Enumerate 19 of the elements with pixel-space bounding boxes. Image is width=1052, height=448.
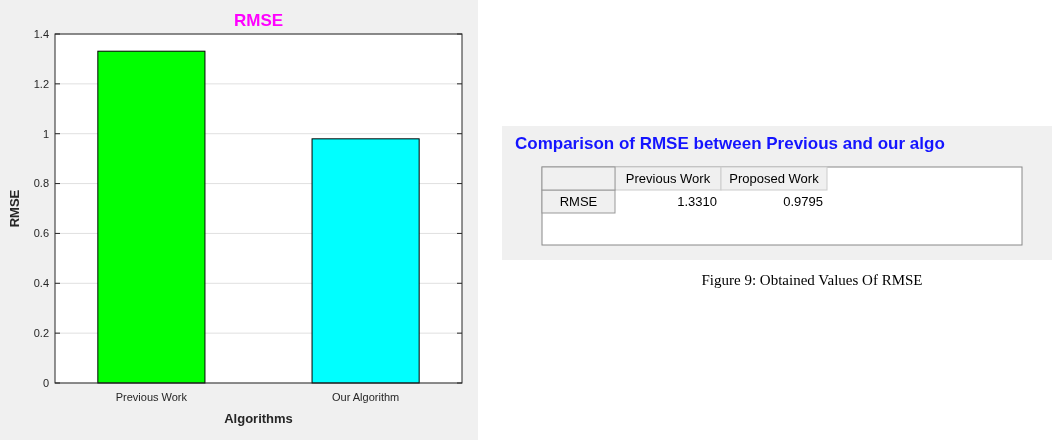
y-tick-label: 0.6 bbox=[33, 227, 49, 240]
y-tick-label: 1.2 bbox=[33, 77, 49, 90]
x-tick-label: Our Algorithm bbox=[331, 391, 400, 403]
text: Comparison of RMSE between Previous and our algo bbox=[515, 134, 945, 153]
category-label: Previous Work bbox=[625, 171, 711, 186]
category-label: RMSE bbox=[559, 194, 598, 209]
text: 0.9795 bbox=[783, 194, 823, 209]
chart-title: RMSE bbox=[233, 11, 284, 30]
y-tick-label: 0 bbox=[42, 376, 49, 389]
y-tick-label: 0.4 bbox=[33, 277, 49, 290]
y-axis-title: RMSE bbox=[7, 189, 22, 228]
y-tick-label: 1.4 bbox=[33, 27, 49, 40]
category-label: Proposed Work bbox=[729, 171, 820, 186]
y-tick-label: 1 bbox=[42, 127, 49, 140]
text: 1.3310 bbox=[677, 194, 717, 209]
y-tick-label: 0.2 bbox=[33, 326, 49, 339]
y-tick-label: 0.8 bbox=[33, 177, 49, 190]
x-axis-title: Algorithms bbox=[224, 411, 293, 426]
caption: Figure 9: Obtained Values Of RMSE bbox=[701, 272, 923, 288]
